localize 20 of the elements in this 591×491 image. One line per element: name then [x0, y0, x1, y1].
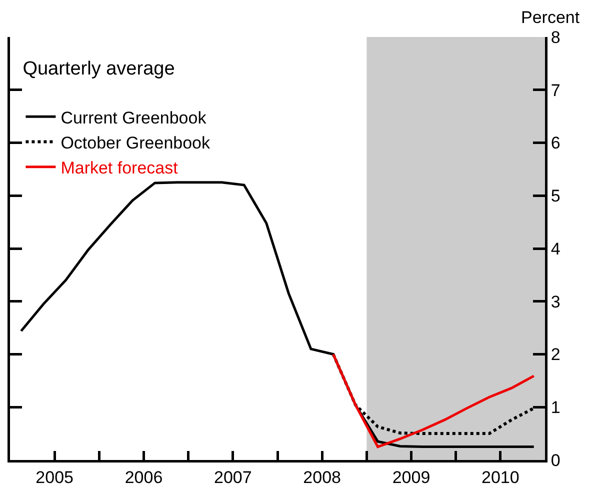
legend-label: Market forecast [60, 158, 178, 178]
x-tick-label: 2005 [36, 468, 74, 487]
x-tick-label: 2007 [214, 468, 252, 487]
legend-title: Quarterly average [22, 58, 175, 80]
y-tick-label: 5 [550, 186, 560, 206]
y-tick-label: 1 [550, 398, 560, 418]
y-tick-label: 6 [550, 134, 560, 153]
y-axis-title: Percent [521, 8, 580, 27]
y-tick-label: 7 [550, 80, 560, 100]
y-tick-label: 2 [550, 345, 560, 364]
x-tick-label: 2010 [482, 468, 520, 487]
y-tick-label: 4 [550, 239, 560, 258]
x-tick-label: 2006 [124, 468, 163, 487]
x-tick-label: 2009 [392, 468, 430, 487]
y-tick-label: 0 [550, 450, 560, 470]
x-tick-label: 2008 [303, 468, 341, 487]
y-tick-label: 8 [550, 28, 560, 47]
legend-label: October Greenbook [60, 133, 211, 152]
y-tick-label: 3 [550, 292, 560, 312]
legend-label: Current Greenbook [60, 108, 207, 128]
